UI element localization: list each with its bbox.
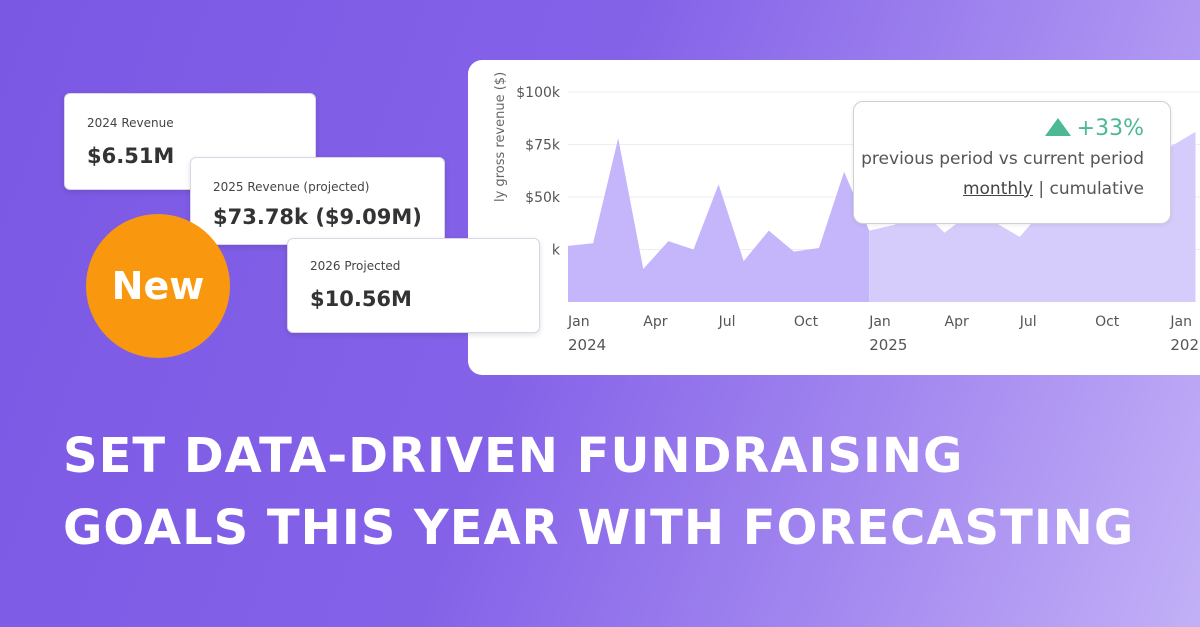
percent-change: +33% bbox=[854, 116, 1144, 141]
period-toggle: monthly | cumulative bbox=[854, 179, 1144, 199]
toggle-monthly[interactable]: monthly bbox=[962, 179, 1033, 199]
x-tick-month: Jul bbox=[718, 314, 736, 330]
y-tick-label: $100k bbox=[516, 85, 561, 101]
y-axis-label: ly gross revenue ($) bbox=[493, 72, 508, 202]
percent-change-value: +33% bbox=[1076, 116, 1144, 141]
toggle-cumulative[interactable]: cumulative bbox=[1049, 179, 1144, 199]
x-tick-month: Oct bbox=[794, 314, 819, 330]
revenue-card-2025: 2025 Revenue (projected) $73.78k ($9.09M… bbox=[190, 157, 445, 245]
x-tick-month: Jan bbox=[1169, 314, 1192, 330]
card-value: $10.56M bbox=[310, 287, 412, 311]
up-triangle-icon bbox=[1044, 118, 1071, 136]
headline: SET DATA-DRIVEN FUNDRAISING GOALS THIS Y… bbox=[63, 420, 1134, 564]
new-badge: New bbox=[86, 214, 230, 358]
card-value: $6.51M bbox=[87, 144, 175, 168]
headline-line-2: GOALS THIS YEAR WITH FORECASTING bbox=[63, 500, 1135, 556]
x-tick-year: 2026 bbox=[1170, 336, 1200, 354]
x-tick-month: Jan bbox=[567, 314, 590, 330]
area-series-1 bbox=[568, 138, 870, 302]
comparison-tooltip: +33% previous period vs current period m… bbox=[853, 101, 1171, 224]
y-tick-label: $75k bbox=[525, 138, 561, 154]
revenue-area-chart: $100k $75k $50k k ly gross revenue ($) Jan 202… bbox=[493, 72, 1200, 354]
x-tick-month: Jan bbox=[868, 314, 891, 330]
card-label: 2026 Projected bbox=[310, 259, 401, 273]
toggle-separator: | bbox=[1038, 179, 1045, 199]
x-tick-month: Jul bbox=[1019, 314, 1037, 330]
y-tick-label: $50k bbox=[525, 190, 561, 206]
area-series-2 bbox=[869, 131, 1196, 302]
card-label: 2024 Revenue bbox=[87, 116, 174, 130]
revenue-card-2026: 2026 Projected $10.56M bbox=[287, 238, 540, 333]
y-tick-label: k bbox=[552, 243, 561, 259]
tooltip-subtitle: previous period vs current period bbox=[861, 149, 1144, 169]
x-tick-year: 2025 bbox=[869, 336, 907, 354]
x-tick-year: 2024 bbox=[568, 336, 606, 354]
card-label: 2025 Revenue (projected) bbox=[213, 180, 370, 194]
x-tick-month: Apr bbox=[945, 314, 969, 330]
headline-line-1: SET DATA-DRIVEN FUNDRAISING bbox=[63, 428, 964, 484]
x-tick-month: Apr bbox=[643, 314, 667, 330]
x-tick-month: Oct bbox=[1095, 314, 1120, 330]
card-value: $73.78k ($9.09M) bbox=[213, 205, 422, 229]
